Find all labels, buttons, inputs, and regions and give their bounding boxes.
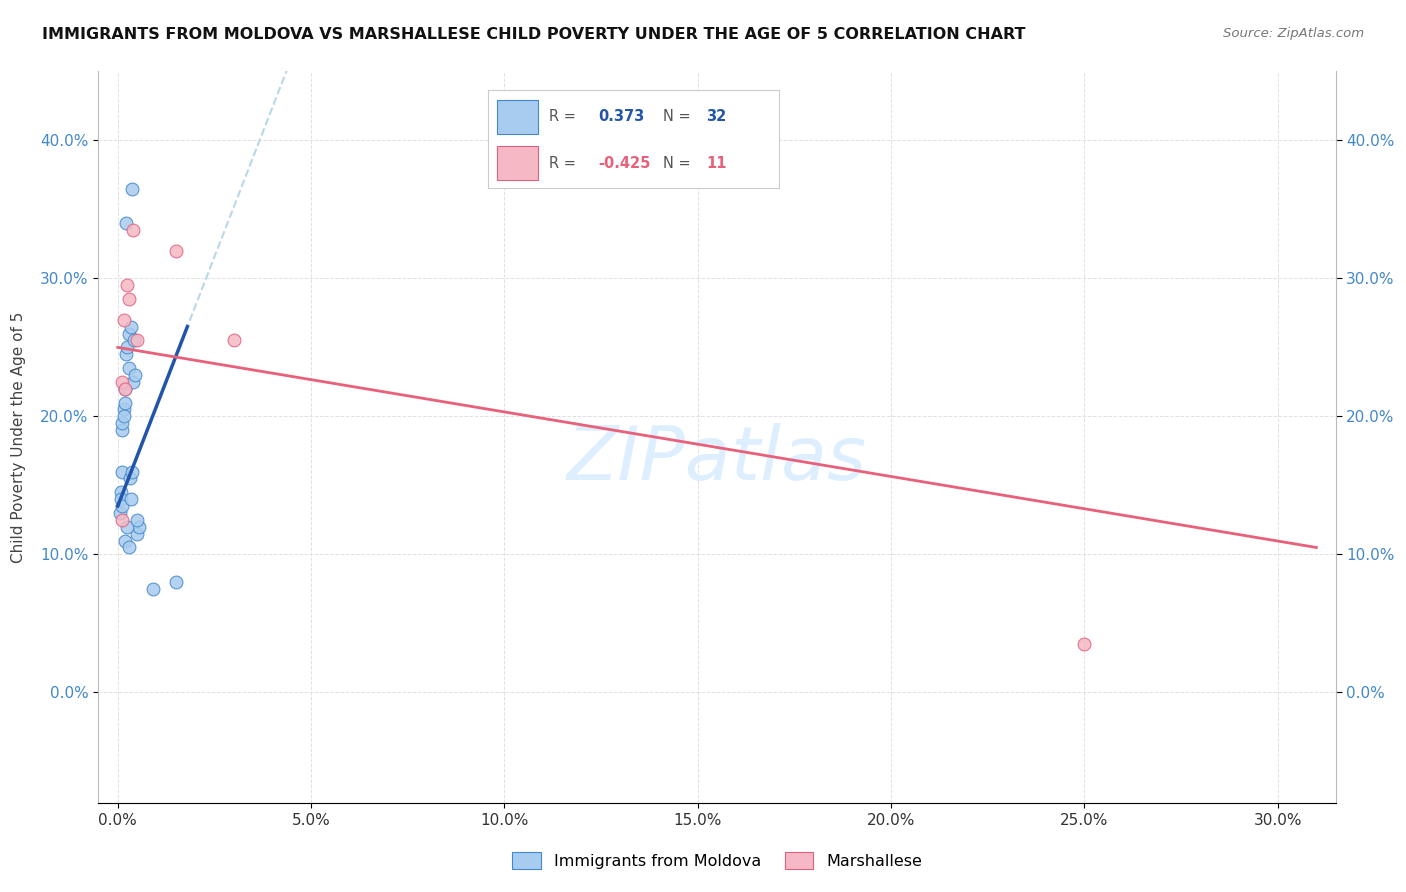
Point xyxy=(165,574,187,589)
Point xyxy=(114,382,136,396)
Point xyxy=(112,409,135,424)
Legend: Immigrants from Moldova, Marshallese: Immigrants from Moldova, Marshallese xyxy=(506,846,928,875)
Point xyxy=(120,471,142,485)
Point xyxy=(111,417,134,431)
Point xyxy=(122,223,145,237)
Point xyxy=(118,361,141,376)
Point xyxy=(121,465,143,479)
Point xyxy=(124,368,146,382)
Point xyxy=(120,492,142,507)
Point xyxy=(112,312,135,326)
Point xyxy=(114,533,136,548)
Point xyxy=(118,541,141,555)
Point xyxy=(114,395,136,409)
Point xyxy=(112,402,135,417)
Point xyxy=(121,182,143,196)
Point xyxy=(165,244,187,258)
Point xyxy=(117,340,139,354)
Point xyxy=(111,375,132,389)
Point xyxy=(128,520,150,534)
Point xyxy=(127,526,149,541)
Point xyxy=(141,582,165,596)
Point xyxy=(110,485,132,500)
Point xyxy=(111,423,134,437)
Point xyxy=(108,506,131,520)
Text: ZIPatlas: ZIPatlas xyxy=(567,423,868,495)
Point xyxy=(1073,637,1095,651)
Point xyxy=(122,375,145,389)
Text: IMMIGRANTS FROM MOLDOVA VS MARSHALLESE CHILD POVERTY UNDER THE AGE OF 5 CORRELAT: IMMIGRANTS FROM MOLDOVA VS MARSHALLESE C… xyxy=(42,27,1026,42)
Point xyxy=(115,347,138,361)
Point xyxy=(111,465,132,479)
Y-axis label: Child Poverty Under the Age of 5: Child Poverty Under the Age of 5 xyxy=(11,311,27,563)
Point xyxy=(117,278,139,293)
Point xyxy=(222,334,245,348)
Point xyxy=(117,326,139,341)
Point xyxy=(111,513,132,527)
Point xyxy=(118,292,141,306)
Point xyxy=(122,334,145,348)
Text: Source: ZipAtlas.com: Source: ZipAtlas.com xyxy=(1223,27,1364,40)
Point xyxy=(120,319,142,334)
Point xyxy=(115,216,138,230)
Point xyxy=(117,520,139,534)
Point xyxy=(111,499,132,513)
Point xyxy=(110,492,132,507)
Point xyxy=(127,334,149,348)
Point xyxy=(114,382,136,396)
Point xyxy=(127,513,149,527)
